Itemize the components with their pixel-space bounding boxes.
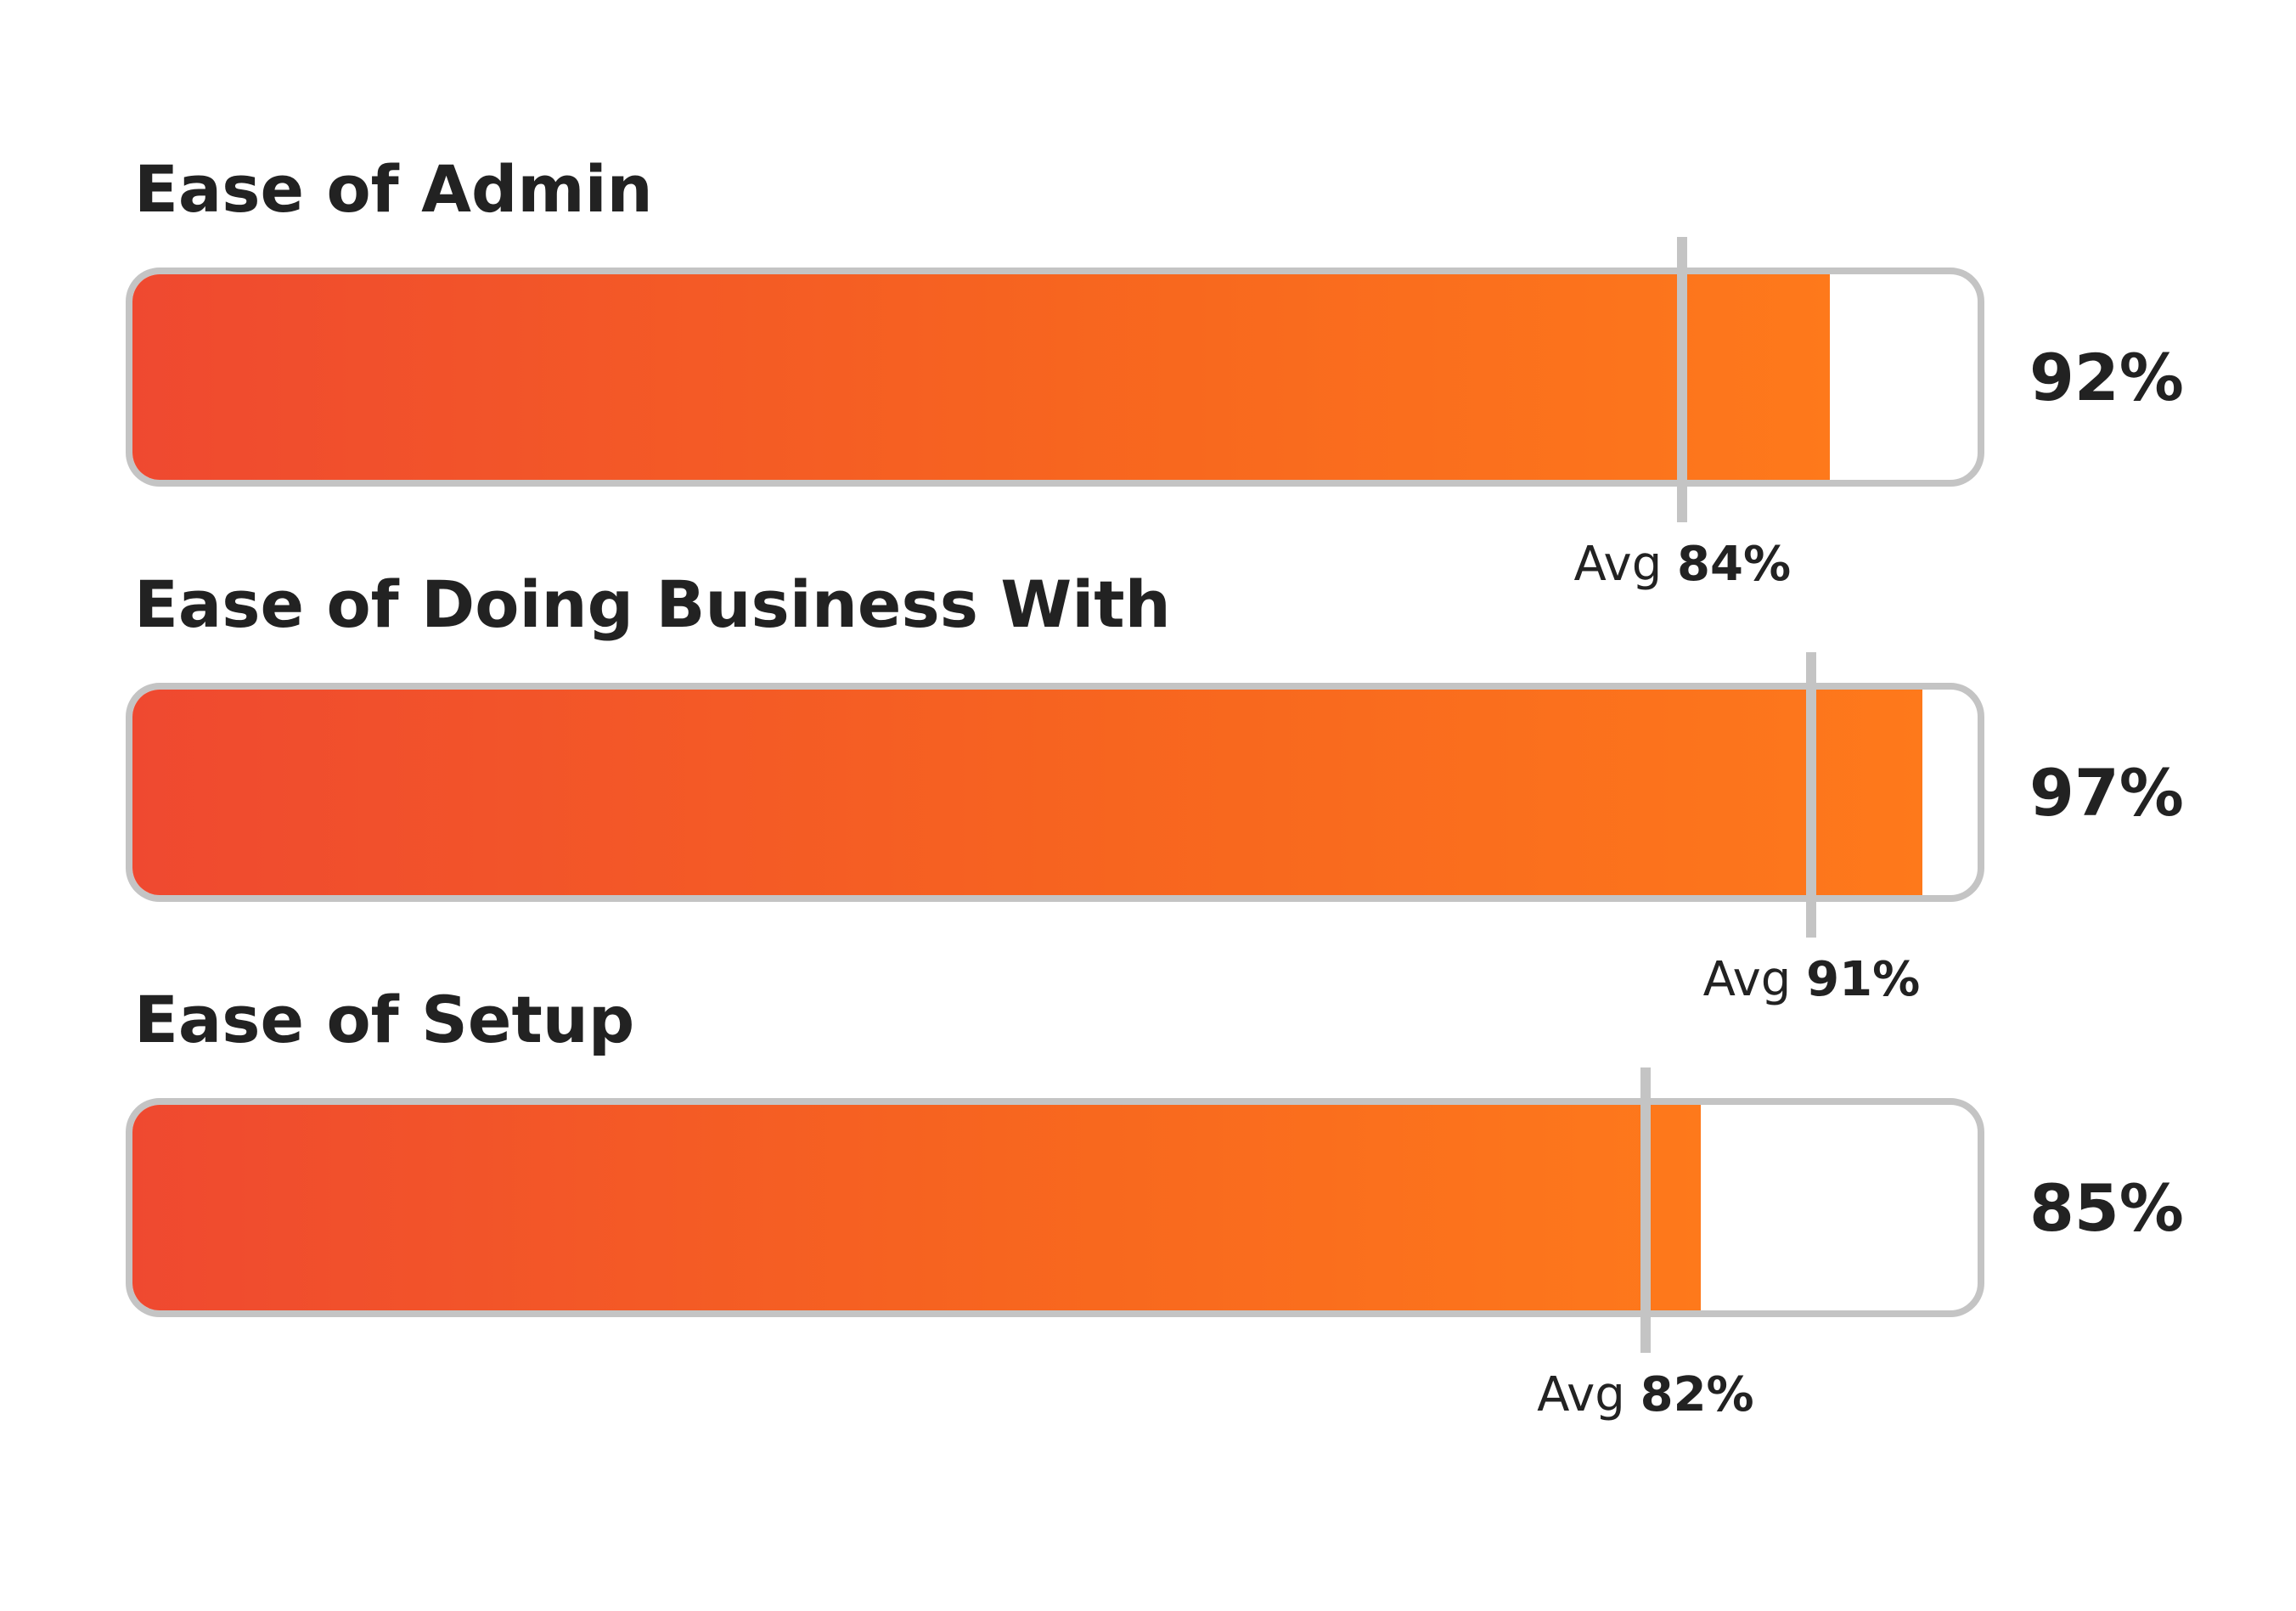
average-prefix: Avg: [1537, 1367, 1625, 1422]
average-label: Avg 82%: [1537, 1372, 1754, 1419]
average-label: Avg 91%: [1703, 956, 1921, 1004]
average-marker: [1677, 237, 1688, 522]
score-value: 97%: [2029, 755, 2184, 831]
bar-fill: [132, 690, 1922, 895]
average-prefix: Avg: [1702, 952, 1792, 1007]
average-value: 91%: [1806, 952, 1921, 1007]
bar-fill: [132, 274, 1831, 480]
metric-label: Ease of Doing Business With: [134, 566, 1171, 642]
bar-track: [126, 683, 1984, 902]
average-value: 82%: [1640, 1367, 1754, 1422]
average-value: 84%: [1677, 537, 1792, 592]
metric-label: Ease of Setup: [134, 982, 635, 1057]
bar-fill: [132, 1105, 1702, 1310]
average-prefix: Avg: [1573, 537, 1663, 592]
bar-track: [126, 268, 1984, 487]
average-marker: [1806, 652, 1817, 938]
bar-track: [126, 1098, 1984, 1317]
score-value: 85%: [2029, 1170, 2184, 1246]
score-value: 92%: [2029, 340, 2184, 415]
metric-label: Ease of Admin: [134, 151, 653, 227]
average-label: Avg 84%: [1574, 541, 1792, 589]
average-marker: [1640, 1067, 1651, 1353]
